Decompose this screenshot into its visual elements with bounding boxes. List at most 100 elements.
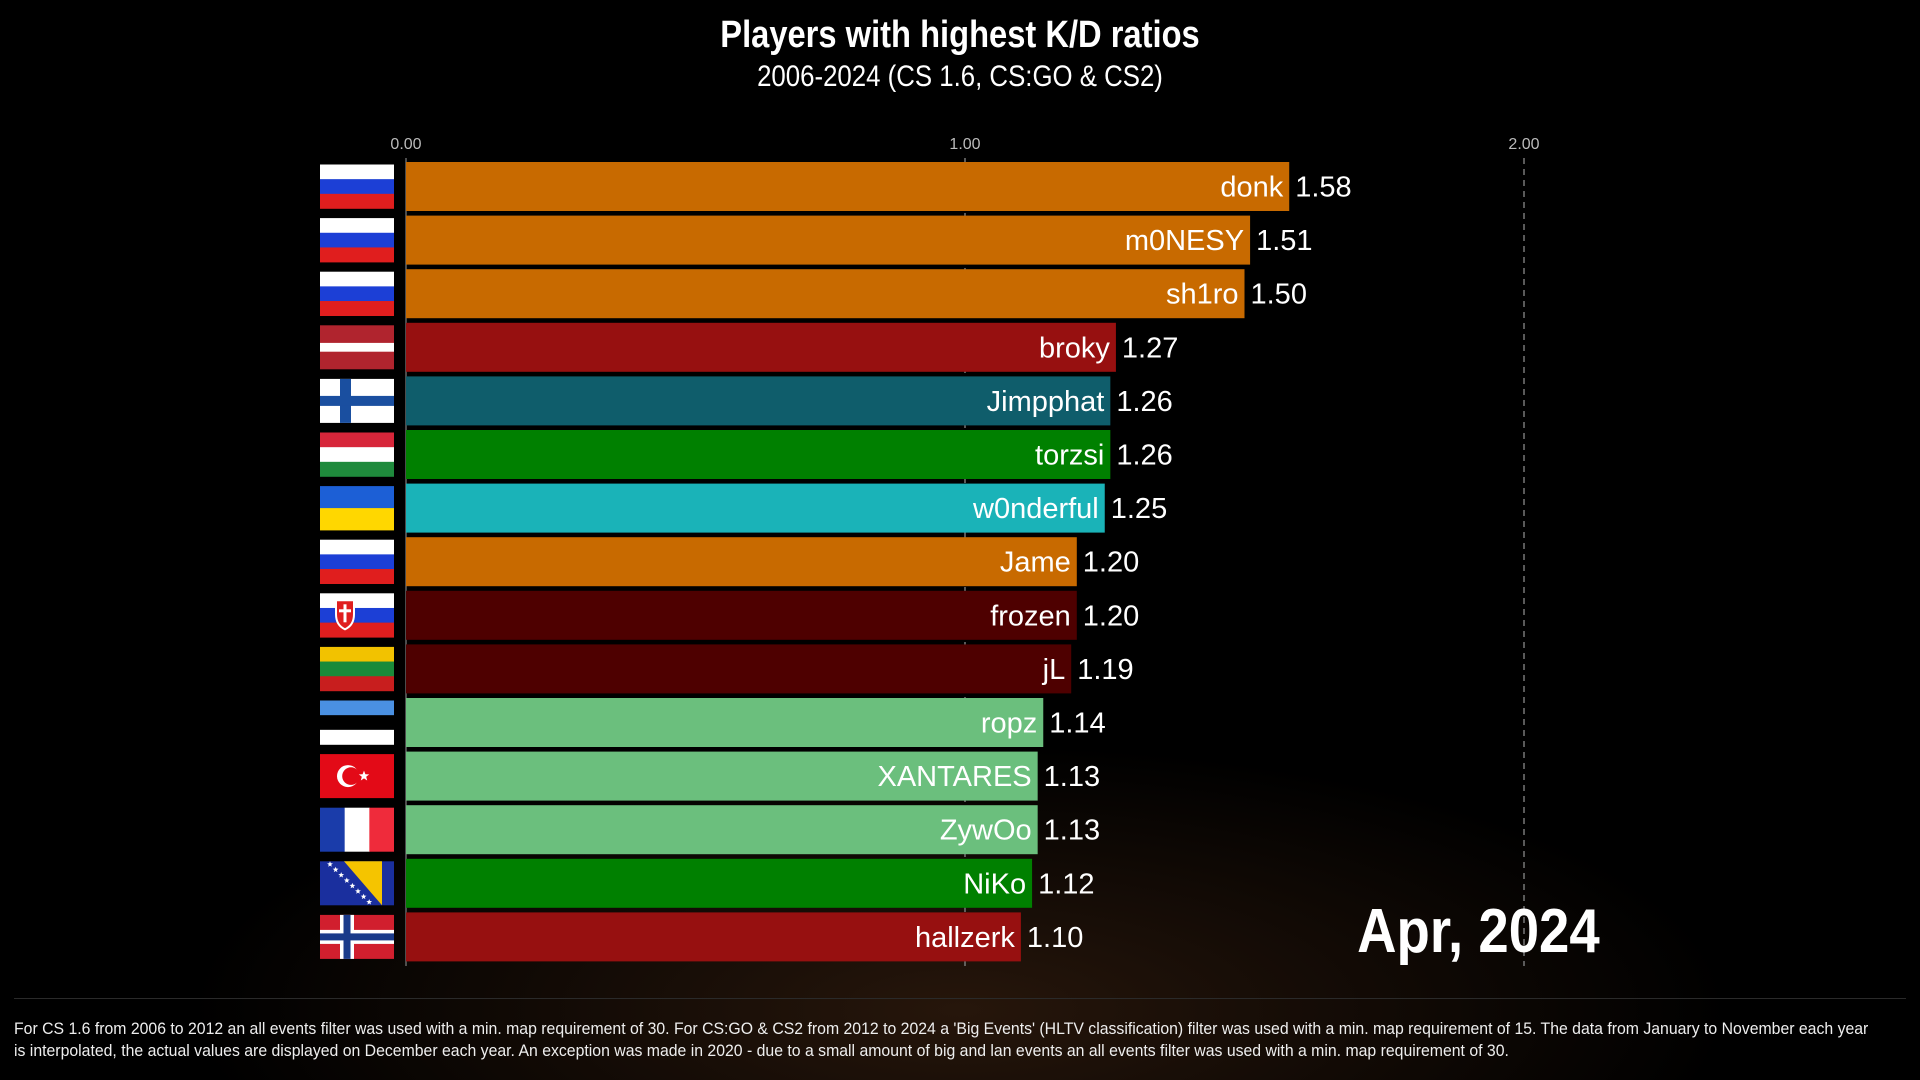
bar-label-name: m0NESY [1125, 225, 1244, 257]
bar-label-name: ropz [981, 708, 1037, 740]
flag-norway [320, 914, 394, 959]
flag-star [366, 899, 373, 905]
bar [406, 858, 1033, 908]
bar-label-value: 1.50 [1251, 279, 1307, 311]
flag-stripe [320, 646, 394, 662]
flag-stripe [320, 539, 394, 555]
bar-label-value: 1.10 [1027, 922, 1083, 954]
flag-crescent-cut [342, 767, 360, 785]
flag-star [355, 888, 361, 894]
bar-row: broky 1.27 [406, 322, 1178, 372]
footer-divider [14, 998, 1906, 999]
bar-label-name: jL [1042, 654, 1066, 686]
bar-label-name: hallzerk [915, 922, 1015, 954]
flag-stripe [320, 729, 394, 745]
bar-label-value: 1.14 [1049, 708, 1105, 740]
bar [406, 215, 1251, 265]
bar-row: jL 1.19 [406, 644, 1134, 694]
flag-stripe [344, 807, 370, 852]
bar-label-value: 1.19 [1077, 654, 1133, 686]
flag-finland [320, 378, 394, 423]
bar-row: Jame 1.20 [406, 537, 1139, 587]
flag-stripe [320, 432, 394, 448]
footnote: For CS 1.6 from 2006 to 2012 an all even… [14, 1019, 1869, 1060]
bar-label-value: 1.20 [1083, 547, 1139, 579]
bar-row: sh1ro 1.50 [406, 269, 1307, 319]
flag-stripe [320, 342, 394, 352]
bar-row: donk 1.58 [406, 162, 1352, 211]
flag-stripe [320, 715, 394, 731]
bar-row: ZywOo 1.13 [406, 805, 1100, 855]
bar [406, 430, 1111, 479]
bar [406, 269, 1245, 319]
bar-label-value: 1.20 [1083, 600, 1139, 632]
bar [406, 751, 1038, 801]
flag-stripe [369, 807, 394, 852]
flag-star [332, 866, 339, 873]
flag-star [360, 893, 367, 900]
flag-star [343, 877, 350, 883]
flag-triangle [344, 861, 382, 906]
flag-russia [320, 164, 394, 209]
flag-stripe [320, 179, 394, 195]
bar-label-value: 1.51 [1256, 225, 1312, 257]
flag-stripe [320, 700, 394, 716]
flag-ukraine [320, 486, 394, 531]
flag-stripe [320, 461, 394, 477]
chart-subtitle: 2006-2024 (CS 1.6, CS:GO & CS2) [757, 60, 1163, 93]
flag-stripe [320, 807, 345, 852]
bar-label-name: sh1ro [1166, 279, 1239, 311]
flag-star [338, 872, 345, 878]
flag-cross [320, 395, 394, 406]
bar [406, 483, 1105, 533]
bar-label-value: 1.27 [1122, 332, 1178, 364]
bar-label-name: NiKo [963, 868, 1026, 900]
flag-stripe [320, 286, 394, 302]
flag-stripe [320, 554, 394, 570]
tick-label: 2.00 [1508, 136, 1539, 153]
flag-stripe [320, 271, 394, 287]
flag-star [358, 770, 370, 781]
flag-russia [320, 271, 394, 316]
bar-row: frozen 1.20 [406, 590, 1139, 640]
flag-stripe [320, 218, 394, 234]
flag-stripe [320, 447, 394, 463]
period-label: Apr, 2024 [1357, 897, 1600, 966]
bar-row: hallzerk 1.10 [406, 912, 1083, 962]
bar-row: Jimpphat 1.26 [406, 376, 1173, 426]
flag-star [349, 882, 356, 889]
flag-russia [320, 539, 394, 584]
bar [406, 590, 1077, 640]
bar-label-value: 1.26 [1116, 440, 1172, 472]
flag-latvia [320, 325, 394, 370]
bar [406, 805, 1038, 855]
flag-shield-cross [343, 604, 347, 623]
bar [406, 376, 1111, 426]
flag-stripe [320, 301, 394, 316]
bar [406, 644, 1072, 694]
flag-stripe [320, 661, 394, 677]
flag-stripe [320, 676, 394, 692]
bar [406, 537, 1077, 587]
bar-label-value: 1.12 [1038, 868, 1094, 900]
flag-france [320, 807, 394, 852]
flag-estonia [320, 700, 394, 745]
bar-label-value: 1.13 [1044, 815, 1100, 847]
bar-label-name: broky [1039, 332, 1110, 364]
bar-row: m0NESY 1.51 [406, 215, 1313, 265]
flags-layer [320, 164, 394, 959]
flag-stripe [320, 232, 394, 248]
bar-label-name: XANTARES [877, 761, 1031, 793]
bar [406, 322, 1116, 372]
bar-label-name: torzsi [1035, 440, 1104, 472]
bar-label-name: Jame [1000, 547, 1071, 579]
bar-chart: 0.00 1.00 2.00 donk 1.58 m0NESY 1.51 sh1ro 1.50… [320, 136, 1540, 966]
flag-russia [320, 218, 394, 263]
flag-star [327, 861, 333, 867]
flag-bosnia [320, 861, 394, 906]
bars-layer: donk 1.58 m0NESY 1.51 sh1ro 1.50 broky 1.27 Jimp… [406, 162, 1352, 962]
bar [406, 162, 1290, 211]
bar-row: torzsi 1.26 [406, 430, 1173, 479]
bar-label-name: donk [1220, 172, 1283, 204]
flag-stripe [320, 193, 394, 209]
